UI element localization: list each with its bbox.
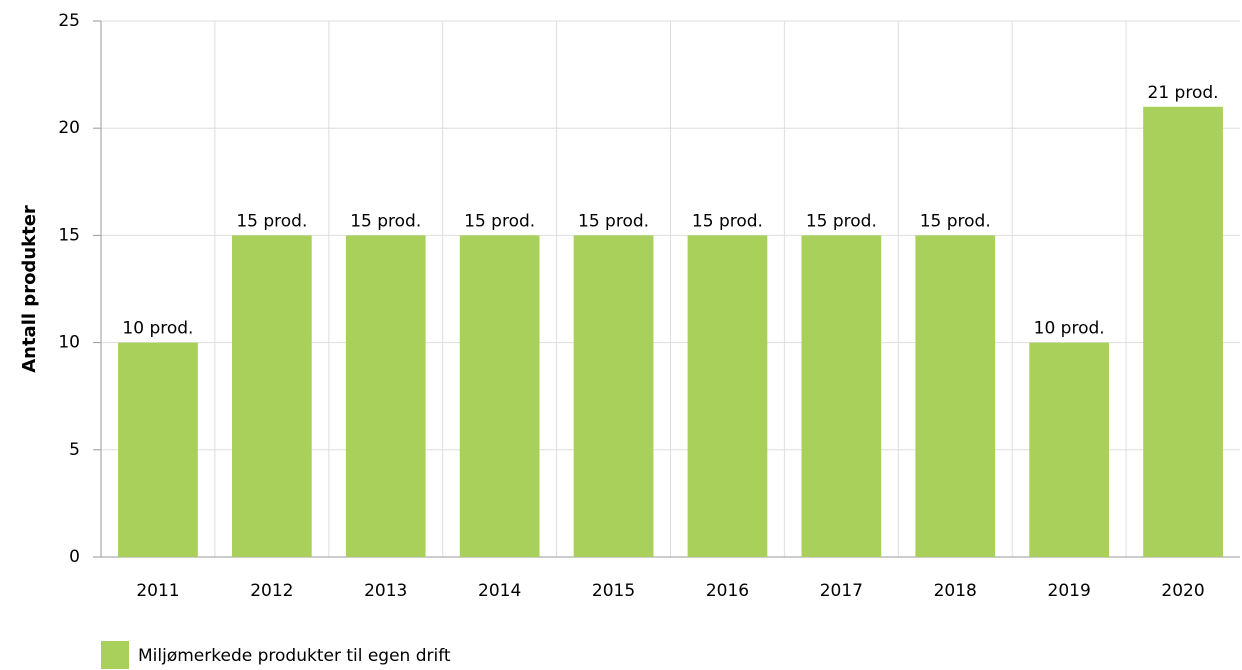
bar: [915, 235, 996, 557]
y-axis-label: Antall produkter: [19, 205, 40, 373]
bar: [459, 235, 540, 557]
legend-swatch: [101, 641, 129, 669]
bar: [231, 235, 312, 557]
bar: [1029, 342, 1110, 557]
bar: [345, 235, 426, 557]
x-tick-label: 2016: [706, 581, 749, 601]
x-tick-label: 2017: [820, 581, 863, 601]
data-label: 10 prod.: [1034, 319, 1105, 339]
y-tick-label: 20: [58, 118, 80, 138]
bar: [573, 235, 654, 557]
x-tick-label: 2015: [592, 581, 635, 601]
data-label: 10 prod.: [122, 319, 193, 339]
data-label: 15 prod.: [578, 211, 649, 231]
y-tick-label: 25: [58, 11, 80, 31]
x-tick-label: 2012: [250, 581, 293, 601]
bar: [687, 235, 768, 557]
bar: [118, 342, 198, 557]
data-label: 15 prod.: [350, 211, 421, 231]
y-tick-label: 15: [58, 225, 80, 245]
data-label: 15 prod.: [692, 211, 763, 231]
bar: [801, 235, 882, 557]
y-tick-label: 0: [69, 547, 80, 567]
x-tick-label: 2018: [934, 581, 977, 601]
data-label: 15 prod.: [236, 211, 307, 231]
y-tick-label: 10: [58, 333, 80, 353]
bar: [1143, 106, 1223, 557]
data-label: 15 prod.: [920, 211, 991, 231]
x-tick-label: 2011: [136, 581, 179, 601]
x-tick-label: 2020: [1161, 581, 1204, 601]
data-label: 15 prod.: [464, 211, 535, 231]
data-label: 15 prod.: [806, 211, 877, 231]
data-label: 21 prod.: [1148, 83, 1219, 103]
x-tick-label: 2013: [364, 581, 407, 601]
x-tick-label: 2014: [478, 581, 521, 601]
legend-label: Miljømerkede produkter til egen drift: [138, 646, 451, 666]
x-tick-label: 2019: [1048, 581, 1091, 601]
y-tick-label: 5: [69, 440, 80, 460]
